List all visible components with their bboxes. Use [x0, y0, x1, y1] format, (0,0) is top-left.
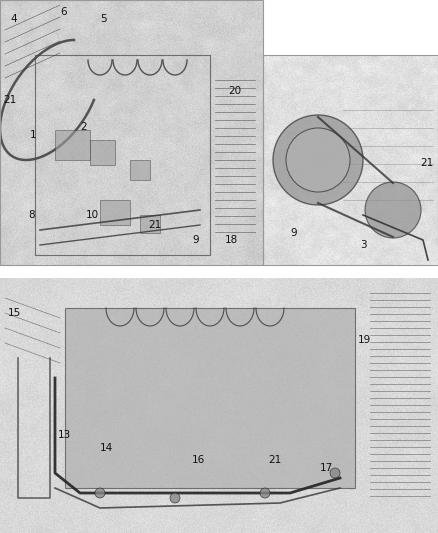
Bar — [65, 308, 355, 488]
Circle shape — [260, 488, 270, 498]
Circle shape — [365, 182, 421, 238]
Text: 21: 21 — [148, 220, 161, 230]
Text: 21: 21 — [268, 455, 281, 465]
Text: 6: 6 — [60, 7, 67, 17]
Circle shape — [273, 115, 363, 205]
Text: 18: 18 — [225, 235, 238, 245]
Circle shape — [286, 128, 350, 192]
Text: 21: 21 — [3, 95, 16, 105]
Circle shape — [170, 493, 180, 503]
Text: 4: 4 — [10, 14, 17, 24]
Text: 2: 2 — [80, 122, 87, 132]
Text: 3: 3 — [360, 240, 367, 250]
Text: 8: 8 — [28, 210, 35, 220]
Text: 19: 19 — [358, 335, 371, 345]
Text: 20: 20 — [228, 86, 241, 96]
Circle shape — [95, 488, 105, 498]
Circle shape — [330, 468, 340, 478]
Bar — [100, 200, 130, 225]
Text: 5: 5 — [100, 14, 106, 24]
Bar — [130, 160, 150, 180]
Text: 17: 17 — [320, 463, 333, 473]
Text: 16: 16 — [192, 455, 205, 465]
Text: 9: 9 — [192, 235, 198, 245]
Bar — [140, 215, 160, 233]
Bar — [263, 55, 438, 265]
Text: 9: 9 — [290, 228, 297, 238]
Text: 13: 13 — [58, 430, 71, 440]
Text: 21: 21 — [420, 158, 433, 168]
Bar — [0, 0, 263, 265]
Text: 1: 1 — [30, 130, 37, 140]
Text: 15: 15 — [8, 308, 21, 318]
Text: 14: 14 — [100, 443, 113, 453]
Bar — [90, 140, 115, 165]
Text: 10: 10 — [86, 210, 99, 220]
Bar — [55, 130, 90, 160]
